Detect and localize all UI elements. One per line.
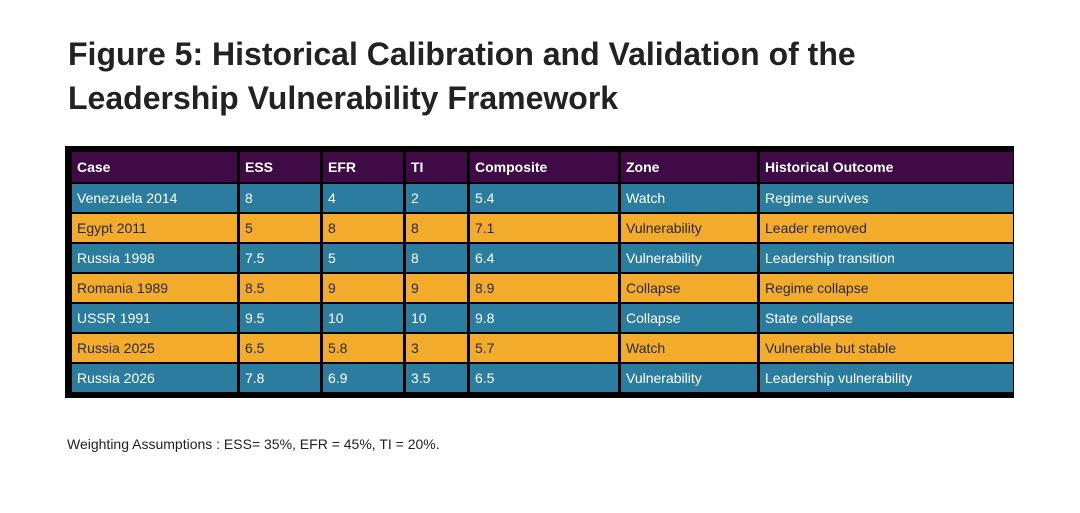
cell-efr: 4 [323,184,403,212]
cell-case: Venezuela 2014 [72,184,237,212]
cell-case: Russia 2025 [72,334,237,362]
cell-composite: 5.7 [470,334,618,362]
cell-ess: 7.8 [240,364,320,392]
header-efr: EFR [323,152,403,182]
table-row: Romania 1989 8.5 9 9 8.9 Collapse Regime… [72,274,1013,302]
cell-efr: 5.8 [323,334,403,362]
cell-zone: Collapse [621,274,757,302]
cell-ess: 8 [240,184,320,212]
cell-efr: 10 [323,304,403,332]
cell-ti: 2 [406,184,467,212]
cell-ess: 9.5 [240,304,320,332]
header-zone: Zone [621,152,757,182]
cell-composite: 6.4 [470,244,618,272]
cell-composite: 8.9 [470,274,618,302]
cell-efr: 8 [323,214,403,242]
cell-outcome: State collapse [760,304,1013,332]
header-case: Case [72,152,237,182]
calibration-table-container: Case ESS EFR TI Composite Zone Historica… [65,146,1014,398]
table-row: USSR 1991 9.5 10 10 9.8 Collapse State c… [72,304,1013,332]
cell-zone: Vulnerability [621,364,757,392]
cell-efr: 6.9 [323,364,403,392]
cell-case: USSR 1991 [72,304,237,332]
cell-zone: Watch [621,184,757,212]
cell-ti: 10 [406,304,467,332]
cell-efr: 5 [323,244,403,272]
cell-outcome: Leadership vulnerability [760,364,1013,392]
cell-case: Egypt 2011 [72,214,237,242]
cell-composite: 6.5 [470,364,618,392]
cell-case: Russia 1998 [72,244,237,272]
cell-zone: Collapse [621,304,757,332]
calibration-table: Case ESS EFR TI Composite Zone Historica… [69,150,1016,394]
table-row: Russia 1998 7.5 5 8 6.4 Vulnerability Le… [72,244,1013,272]
table-row: Venezuela 2014 8 4 2 5.4 Watch Regime su… [72,184,1013,212]
cell-outcome: Regime collapse [760,274,1013,302]
cell-outcome: Leader removed [760,214,1013,242]
table-row: Egypt 2011 5 8 8 7.1 Vulnerability Leade… [72,214,1013,242]
cell-ti: 3 [406,334,467,362]
cell-composite: 7.1 [470,214,618,242]
cell-ti: 8 [406,244,467,272]
cell-zone: Vulnerability [621,244,757,272]
table-row: Russia 2026 7.8 6.9 3.5 6.5 Vulnerabilit… [72,364,1013,392]
cell-ess: 6.5 [240,334,320,362]
header-historical-outcome: Historical Outcome [760,152,1013,182]
cell-ti: 8 [406,214,467,242]
header-ti: TI [406,152,467,182]
figure-title: Figure 5: Historical Calibration and Val… [68,36,856,116]
cell-zone: Vulnerability [621,214,757,242]
table-row: Russia 2025 6.5 5.8 3 5.7 Watch Vulnerab… [72,334,1013,362]
cell-efr: 9 [323,274,403,302]
cell-ess: 8.5 [240,274,320,302]
cell-zone: Watch [621,334,757,362]
cell-ess: 7.5 [240,244,320,272]
cell-case: Russia 2026 [72,364,237,392]
cell-ti: 3.5 [406,364,467,392]
table-header-row: Case ESS EFR TI Composite Zone Historica… [72,152,1013,182]
cell-outcome: Vulnerable but stable [760,334,1013,362]
cell-case: Romania 1989 [72,274,237,302]
header-ess: ESS [240,152,320,182]
cell-composite: 5.4 [470,184,618,212]
cell-ess: 5 [240,214,320,242]
cell-ti: 9 [406,274,467,302]
weighting-footnote: Weighting Assumptions : ESS= 35%, EFR = … [67,436,440,452]
cell-outcome: Leadership transition [760,244,1013,272]
header-composite: Composite [470,152,618,182]
cell-outcome: Regime survives [760,184,1013,212]
cell-composite: 9.8 [470,304,618,332]
